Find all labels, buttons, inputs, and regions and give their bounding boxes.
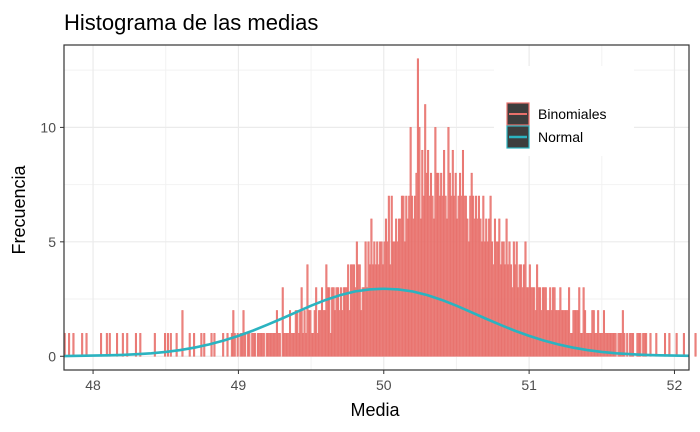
histogram-bar [254,333,257,357]
histogram-bar [121,333,124,357]
histogram-bar [281,287,284,357]
histogram-bar [85,333,88,357]
histogram-bar [578,287,581,357]
histogram-bar [243,333,246,357]
histogram-bar [236,333,239,357]
histogram-bar [153,333,156,357]
histogram-bar [694,333,697,357]
y-axis-ticks: 0 5 10 [40,119,64,364]
legend-label-normal: Normal [538,129,583,145]
x-axis-title: Media [350,400,400,420]
histogram-bar [300,287,303,357]
x-tick-label: 48 [85,377,101,393]
histogram-bar [262,333,265,357]
histogram-bar [226,333,229,357]
histogram-bar [315,287,318,357]
x-tick-label: 50 [376,377,392,393]
legend: Binomiales Normal [494,66,634,156]
histogram-bar [169,333,172,357]
histogram-bar [614,333,617,357]
histogram-bar [105,333,108,357]
y-tick-label: 0 [48,348,56,364]
histogram-bar [163,333,167,357]
histogram-bar [213,333,216,357]
histogram-bar [639,333,642,357]
y-tick-label: 5 [48,234,56,250]
normal-curve-line [63,287,690,358]
x-tick-label: 51 [521,377,537,393]
histogram-bar [632,333,635,357]
histogram-bar [108,333,111,357]
histogram-bar [166,333,169,357]
histogram-bar [675,333,678,357]
histogram-bar [100,333,103,357]
histogram-bar [568,287,571,357]
histogram-bar [668,333,671,357]
x-tick-label: 49 [231,377,247,393]
chart-title: Histograma de las medias [64,10,318,35]
legend-label-binomiales: Binomiales [538,106,606,122]
histogram-bar [655,333,658,357]
histogram-bar [645,333,648,357]
plot-border [63,44,690,371]
histogram-bar [278,333,281,357]
histogram-bar [181,310,184,357]
histogram-bar [222,333,225,357]
y-axis-title: Frecuencia [9,164,29,254]
histogram-bar [328,287,331,357]
histogram-bar [248,333,251,357]
histogram-bar [626,333,629,357]
histogram-bar [623,333,626,357]
x-tick-label: 52 [667,377,683,393]
histogram-bar [175,333,178,357]
histogram-bar [233,333,236,357]
histogram-bar [81,333,84,357]
histogram-bar [126,333,129,357]
histogram-bar [68,333,71,357]
x-axis-ticks: 48 49 50 51 52 [85,370,682,393]
y-tick-label: 10 [40,119,56,135]
histogram-bar [72,333,75,357]
histogram-bar [134,333,137,357]
histogram-bar [649,333,652,357]
histogram-bar [193,333,196,357]
histogram-bar [139,333,142,357]
histogram-bar [663,333,667,357]
histogram-bar [188,333,191,357]
histogram-bar [682,333,685,357]
histogram-bar [116,333,119,357]
histogram-bars [63,58,697,357]
